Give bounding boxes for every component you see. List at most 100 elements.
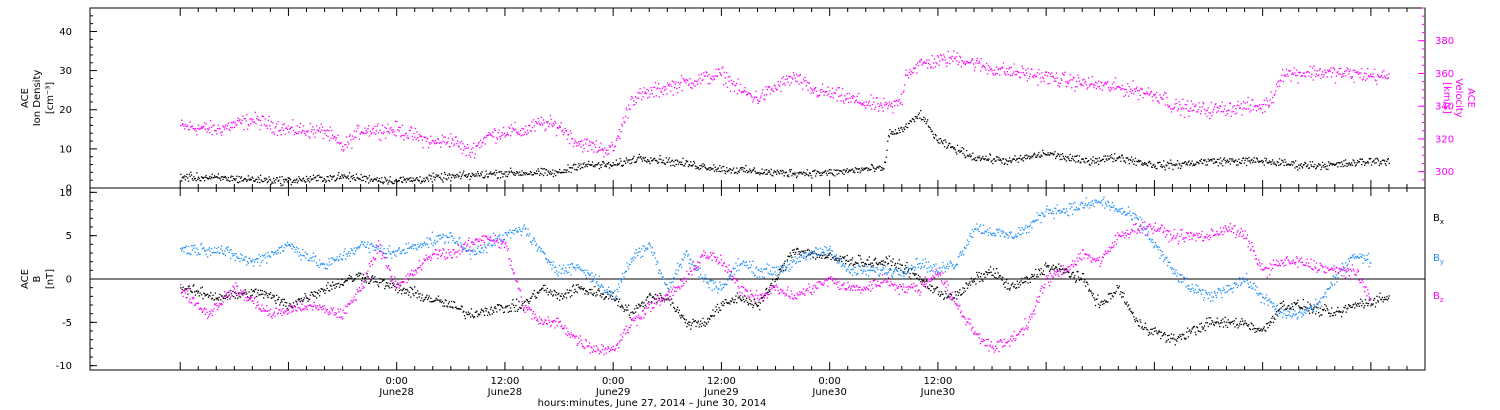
velocity-point [528,124,530,127]
bx-point [399,285,401,287]
bx-point [1127,305,1129,307]
density-point [591,161,594,163]
density-point [1386,160,1388,162]
density-point [891,131,893,133]
bx-point [1209,317,1212,319]
velocity-point [555,122,557,124]
velocity-point [1055,80,1057,82]
density-point [277,180,279,182]
velocity-point [431,140,433,142]
density-point [1263,164,1265,166]
bx-point [756,305,759,307]
density-point [514,174,516,176]
velocity-point [516,131,518,133]
density-point [259,174,262,176]
velocity-point [683,79,685,81]
velocity-point [759,100,761,102]
bx-point [575,284,578,286]
density-point [1077,161,1079,163]
bx-point [567,292,569,294]
bx-point [804,250,806,252]
bx-point [1318,312,1320,314]
velocity-point [400,136,402,138]
bx-point [1144,326,1146,329]
bx-point [187,293,189,295]
density-point [213,177,215,179]
velocity-point [786,78,788,80]
velocity-point [802,78,805,80]
velocity-point [739,90,741,92]
velocity-point [835,89,838,91]
density-point [872,166,874,168]
bx-point [1242,320,1244,322]
density-point [467,174,469,176]
density-point [848,169,851,171]
velocity-point [1356,72,1358,74]
velocity-point [411,135,414,137]
density-point [197,178,199,181]
velocity-point [856,95,858,97]
velocity-point [745,90,747,93]
density-point [887,135,890,137]
density-point [1028,155,1030,157]
density-point [636,159,638,161]
density-point [1305,165,1308,168]
bx-point [839,255,841,257]
density-point [557,172,559,174]
by-point [290,243,292,245]
bx-point [1077,270,1079,273]
by-point [193,247,195,249]
bx-point [1157,333,1159,335]
bx-point [1034,278,1036,280]
density-point [251,176,253,178]
density-point [1336,162,1338,164]
bx-point [1222,326,1225,328]
bx-point [996,278,999,280]
by-point [268,254,270,257]
velocity-point [747,92,749,94]
bx-point [268,293,270,295]
velocity-point [403,139,405,141]
velocity-point [877,103,879,105]
velocity-point [738,89,740,91]
velocity-point [653,96,655,98]
by-point [190,253,192,256]
velocity-point [695,80,697,82]
density-point [202,177,204,179]
velocity-point [1270,91,1272,93]
bx-point [1061,268,1063,271]
bx-point [890,260,892,262]
density-point [1235,159,1237,161]
velocity-point [457,145,460,147]
density-point [1090,158,1092,160]
bx-point [472,315,474,317]
bx-point [674,310,676,313]
density-point [282,184,284,186]
density-point [574,168,576,171]
density-point [309,181,311,183]
bx-point [1123,292,1125,294]
density-point [1361,164,1363,166]
velocity-point [866,104,868,107]
density-point [1071,155,1074,157]
velocity-point [486,135,488,137]
density-point [250,178,252,180]
density-point [618,163,620,166]
velocity-point [1146,91,1148,93]
velocity-point [1075,86,1077,88]
density-point [628,159,630,161]
density-point [761,168,763,170]
bx-point [1326,307,1328,310]
density-point [1015,158,1018,160]
density-point [1002,158,1004,160]
bx-point [278,296,280,298]
by-point [222,252,224,255]
velocity-point [1035,75,1038,77]
bx-point [808,249,811,252]
bx-point [1244,320,1246,322]
density-point [694,165,696,167]
bx-point [936,286,938,288]
bx-point [445,299,447,302]
bx-point [1097,294,1099,296]
bx-point [404,292,406,294]
